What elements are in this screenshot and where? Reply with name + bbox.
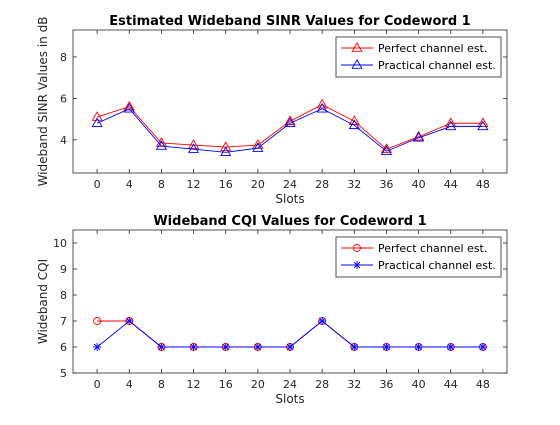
data-point — [318, 317, 327, 325]
data-point — [93, 317, 102, 325]
x-tick-label: 32 — [347, 178, 361, 191]
y-tick-label: 9 — [60, 263, 67, 276]
y-tick-label: 10 — [53, 237, 67, 250]
x-tick-label: 0 — [94, 378, 101, 391]
y-tick-label: 7 — [60, 315, 67, 328]
data-point — [155, 140, 167, 150]
data-point — [252, 142, 264, 152]
series-1 — [91, 98, 489, 153]
legend-label: Practical channel est. — [378, 259, 496, 272]
chart-title: Wideband CQI Values for Codeword 1 — [153, 214, 426, 229]
legend-marker — [351, 59, 363, 69]
data-point — [221, 343, 230, 351]
data-point — [187, 143, 200, 153]
legend-label: Practical channel est. — [378, 59, 496, 72]
y-tick-label: 5 — [60, 367, 67, 380]
data-point — [414, 343, 423, 351]
data-point — [220, 141, 232, 151]
data-point — [220, 146, 232, 157]
y-tick-label: 4 — [60, 134, 67, 147]
data-point — [478, 343, 487, 351]
data-point — [477, 117, 489, 128]
x-tick-label: 8 — [158, 378, 165, 391]
x-tick-label: 4 — [126, 378, 133, 391]
x-axis-label: Slots — [275, 392, 304, 406]
x-tick-label: 20 — [251, 378, 265, 391]
y-tick-label: 8 — [60, 289, 67, 302]
y-axis-label: Wideband CQI — [36, 259, 50, 344]
data-point — [91, 117, 103, 128]
data-point — [284, 117, 296, 128]
data-point — [189, 343, 198, 351]
legend-label: Perfect channel est. — [378, 242, 487, 255]
x-tick-label: 16 — [219, 378, 233, 391]
series-2 — [93, 317, 487, 351]
y-tick-label: 6 — [60, 92, 67, 105]
data-point — [348, 119, 360, 130]
y-axis-label: Wideband SINR Values in dB — [36, 17, 50, 187]
x-tick-label: 36 — [379, 178, 393, 191]
data-point — [286, 343, 294, 351]
series-2 — [91, 102, 489, 157]
series-line — [96, 108, 483, 153]
data-point — [413, 131, 425, 142]
x-tick-label: 16 — [219, 178, 233, 191]
chart-title: Estimated Wideband SINR Values for Codew… — [109, 14, 470, 29]
chart-2: Wideband CQI Values for Codeword 10 4 8 12 1… — [36, 214, 508, 406]
data-point — [348, 115, 360, 125]
x-tick-label: 48 — [476, 178, 490, 191]
data-point — [91, 111, 103, 121]
data-point — [380, 143, 393, 153]
x-tick-label: 12 — [187, 378, 201, 391]
legend-box — [335, 36, 502, 78]
data-point — [187, 139, 200, 149]
x-tick-label: 32 — [347, 378, 361, 391]
x-tick-label: 0 — [94, 178, 101, 191]
y-tick-label: 8 — [60, 51, 67, 64]
data-point — [284, 115, 296, 125]
data-point — [123, 100, 135, 111]
data-point — [382, 343, 391, 351]
data-point — [253, 343, 262, 351]
legend: Perfect channel est. Practical channel es… — [335, 236, 502, 278]
x-tick-label: 12 — [187, 178, 201, 191]
data-point — [125, 317, 134, 325]
chart-1: Estimated Wideband SINR Values for Codew… — [36, 14, 508, 206]
x-tick-label: 8 — [158, 178, 165, 191]
data-point — [123, 102, 135, 113]
y-tick-label: 6 — [60, 341, 67, 354]
x-tick-label: 40 — [412, 378, 426, 391]
data-point — [157, 343, 166, 351]
legend-marker — [351, 42, 363, 52]
x-tick-label: 24 — [283, 378, 297, 391]
legend-label: Perfect channel est. — [378, 42, 487, 55]
x-tick-label: 36 — [379, 378, 393, 391]
data-point — [316, 102, 328, 113]
x-tick-label: 40 — [412, 178, 426, 191]
data-point — [446, 343, 455, 351]
data-point — [93, 343, 102, 351]
data-point — [477, 120, 489, 131]
legend-marker — [353, 244, 361, 252]
x-tick-label: 44 — [444, 178, 458, 191]
series-line — [96, 104, 483, 150]
data-point — [316, 98, 328, 109]
x-tick-label: 44 — [444, 378, 458, 391]
x-tick-label: 28 — [315, 378, 329, 391]
x-tick-label: 4 — [126, 178, 133, 191]
legend-marker — [353, 261, 361, 269]
data-point — [445, 120, 457, 131]
x-tick-label: 20 — [251, 178, 265, 191]
legend: Perfect channel est. Practical channel es… — [335, 36, 502, 78]
x-axis-label: Slots — [275, 192, 304, 206]
data-point — [350, 343, 359, 351]
legend-box — [335, 236, 502, 278]
x-tick-label: 28 — [315, 178, 329, 191]
data-point — [380, 145, 393, 155]
x-tick-label: 24 — [283, 178, 297, 191]
x-tick-label: 48 — [476, 378, 490, 391]
data-point — [413, 130, 425, 141]
